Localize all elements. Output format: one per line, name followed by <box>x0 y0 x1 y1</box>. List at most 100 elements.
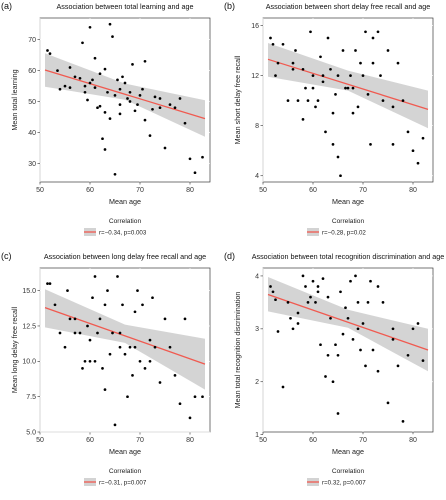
panel-tag: (d) <box>224 251 235 261</box>
data-point <box>126 97 129 100</box>
data-point <box>416 322 420 325</box>
data-point <box>349 279 352 283</box>
chart-d: (d) Association between total recognition… <box>224 251 445 486</box>
data-point <box>151 296 154 300</box>
data-point <box>128 345 132 349</box>
data-point <box>396 364 400 368</box>
x-tick-label: 50 <box>36 437 44 444</box>
data-point <box>304 285 307 288</box>
data-point <box>73 75 77 79</box>
data-point <box>311 86 315 90</box>
data-point <box>296 322 300 325</box>
data-point <box>391 143 395 146</box>
data-point <box>108 352 112 356</box>
data-point <box>316 99 320 102</box>
regression-line <box>44 306 206 365</box>
data-point <box>341 49 345 52</box>
panel-a: (a) Association between total learning an… <box>0 0 223 250</box>
y-tick-label: 2 <box>255 379 259 386</box>
chart-title: Association between long delay free reca… <box>44 252 206 261</box>
data-point <box>53 303 57 307</box>
data-point <box>121 75 124 79</box>
x-axis-label: Mean age <box>332 197 364 206</box>
data-point <box>411 149 415 153</box>
data-point <box>83 359 87 363</box>
data-point <box>118 112 122 116</box>
data-point <box>183 121 187 125</box>
data-point <box>331 380 335 384</box>
data-point <box>78 331 82 335</box>
data-point <box>88 25 92 29</box>
data-point <box>321 80 325 84</box>
data-point <box>153 95 157 99</box>
data-point <box>371 348 375 352</box>
data-point <box>98 72 102 76</box>
regression-line <box>44 69 206 120</box>
data-point <box>133 310 137 314</box>
data-point <box>351 86 355 90</box>
data-point <box>326 295 330 299</box>
panel-b: (b) Association between short delay free … <box>223 0 446 250</box>
data-point <box>201 155 204 159</box>
data-point <box>116 275 119 278</box>
data-point <box>329 67 332 71</box>
chart-title: Association between total recognition di… <box>252 252 445 261</box>
data-point <box>136 289 139 292</box>
data-point <box>108 117 112 120</box>
data-point <box>93 275 97 278</box>
data-point <box>331 111 335 115</box>
data-point <box>359 61 362 65</box>
data-point <box>143 367 147 370</box>
data-point <box>356 327 360 331</box>
data-point <box>81 367 84 370</box>
x-axis-label: Mean age <box>332 447 364 456</box>
data-point <box>329 316 332 320</box>
data-point <box>314 301 317 304</box>
data-point <box>148 338 152 342</box>
data-point <box>364 30 367 34</box>
data-point <box>411 327 415 331</box>
data-point <box>86 98 89 102</box>
chart-title: Association between short delay free rec… <box>266 2 431 11</box>
data-point <box>93 359 97 363</box>
data-point <box>301 67 305 71</box>
data-point <box>153 345 157 349</box>
data-point <box>376 30 380 34</box>
x-tick-label: 80 <box>409 437 417 444</box>
y-tick-label: 4 <box>255 173 259 180</box>
data-point <box>324 130 327 134</box>
legend-label: r=−0.31, p=0.007 <box>99 479 147 486</box>
data-point <box>138 359 142 363</box>
data-point <box>369 279 372 283</box>
y-tick-label: 16 <box>251 23 259 30</box>
data-point <box>148 359 152 363</box>
data-point <box>314 105 317 109</box>
data-point <box>281 42 285 46</box>
regression-line <box>267 58 429 111</box>
data-point <box>319 343 322 347</box>
data-point <box>68 66 72 69</box>
y-tick-label: 50 <box>28 99 36 106</box>
data-point <box>281 385 285 389</box>
data-point <box>316 285 320 288</box>
y-tick-label: 10.0 <box>22 359 36 366</box>
data-point <box>103 148 107 151</box>
legend: r=0.32, p=0.007 <box>307 478 366 486</box>
data-point <box>379 74 382 77</box>
data-point <box>131 63 134 66</box>
data-point <box>406 353 410 357</box>
y-tick-label: 12.5 <box>22 323 36 330</box>
data-point <box>113 94 117 97</box>
data-point <box>274 298 277 302</box>
data-point <box>168 345 172 349</box>
data-point <box>63 84 67 88</box>
data-point <box>301 118 305 121</box>
data-point <box>128 100 132 103</box>
data-point <box>48 52 52 55</box>
data-point <box>108 22 112 26</box>
data-point <box>193 395 197 399</box>
legend-title: Correlation <box>332 468 365 475</box>
y-axis-label: Mean short delay free recall <box>233 55 242 144</box>
y-tick-label: 8 <box>255 123 259 130</box>
data-point <box>391 327 395 331</box>
